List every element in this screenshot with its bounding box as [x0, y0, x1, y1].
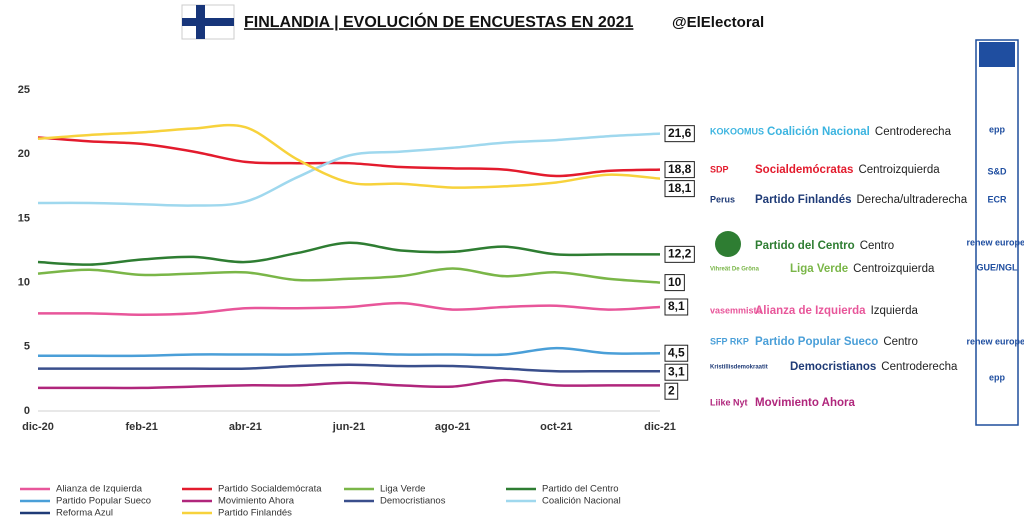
y-tick-label: 10 [18, 277, 30, 289]
end-label: 2 [668, 383, 675, 397]
end-label-box [664, 125, 695, 143]
eu-group: S&D [987, 166, 1007, 176]
party-logo: Liike Nyt [710, 397, 748, 407]
party-logo: Kristillisdemokraatit [710, 365, 768, 371]
end-label-box [664, 245, 695, 263]
end-label-box [664, 274, 685, 292]
eu-flag [979, 42, 1015, 67]
party-logo: KOKOOMUS [710, 126, 764, 136]
x-tick-label: oct-21 [540, 421, 572, 433]
party-ideology: Centroizquierda [853, 263, 935, 275]
series-line [37, 136, 661, 178]
x-tick-label: feb-21 [125, 421, 157, 433]
handle: @ElElectoral [672, 14, 764, 31]
series-line [37, 267, 661, 284]
party-ideology: Centroderecha [881, 361, 958, 373]
eu-group: GUE/NGL [976, 262, 1018, 272]
party-logo: Vihreät De Gröna [710, 267, 760, 273]
legend-label: Partido Popular Sueco [56, 496, 151, 507]
legend-label: Movimiento Ahora [218, 496, 295, 507]
y-tick-label: 25 [18, 84, 30, 96]
party-ideology: Izquierda [871, 305, 919, 317]
series-line [37, 123, 661, 189]
series-line [37, 241, 660, 266]
end-label: 8,1 [668, 299, 685, 313]
legend-label: Reforma Azul [56, 508, 113, 519]
party-name: Socialdemócratas [755, 164, 853, 176]
end-label: 10 [668, 275, 682, 289]
party-logo [715, 231, 741, 257]
series-line [37, 363, 660, 373]
legend-label: Democristianos [380, 496, 446, 507]
end-label: 3,1 [668, 364, 685, 378]
eu-group: renew europe. [966, 237, 1024, 247]
end-label-box [664, 298, 689, 316]
eu-panel [975, 39, 1019, 426]
party-logo: SDP [710, 164, 729, 174]
party-logo: vasemmisto [710, 305, 763, 315]
party-name: Partido Finlandés [755, 194, 852, 206]
party-logo: Perus [710, 194, 735, 204]
eu-group: renew europe. [966, 336, 1024, 346]
party-ideology: Centro [883, 336, 918, 348]
party-ideology: Centroderecha [875, 126, 952, 138]
end-label-box [664, 382, 679, 400]
series-line [37, 378, 660, 390]
party-name: Democristianos [790, 361, 876, 373]
party-ideology: Derecha/ultraderecha [857, 194, 968, 206]
end-label: 12,2 [668, 247, 692, 261]
end-label-box [664, 161, 695, 179]
party-name: Coalición Nacional [767, 126, 870, 138]
end-label: 18,1 [668, 181, 692, 195]
series-line [37, 132, 661, 207]
x-tick-label: jun-21 [332, 421, 365, 433]
end-label: 4,5 [668, 345, 685, 359]
party-name: Alianza de Izquierda [755, 305, 866, 317]
legend-label: Partido Socialdemócrata [218, 484, 322, 495]
x-tick-label: dic-21 [644, 421, 676, 433]
x-tick-label: ago-21 [435, 421, 470, 433]
party-logo: SFP RKP [710, 336, 749, 346]
end-label-box [664, 180, 695, 198]
legend-label: Coalición Nacional [542, 496, 621, 507]
eu-group: ECR [987, 194, 1007, 204]
legend-label: Alianza de Izquierda [56, 484, 143, 495]
x-tick-label: abr-21 [229, 421, 262, 433]
party-name: Partido del Centro [755, 240, 855, 252]
y-tick-label: 5 [24, 341, 30, 353]
eu-group: epp [989, 124, 1006, 134]
x-tick-label: dic-20 [22, 421, 54, 433]
legend-label: Partido Finlandés [218, 508, 292, 519]
title: FINLANDIA | EVOLUCIÓN DE ENCUESTAS EN 20… [244, 12, 634, 31]
party-ideology: Centro [860, 240, 895, 252]
end-label-box [664, 363, 689, 381]
eu-group: epp [989, 372, 1006, 382]
end-label-box [664, 344, 689, 362]
series-line [38, 346, 661, 358]
party-ideology: Centroizquierda [858, 164, 940, 176]
y-tick-label: 20 [18, 148, 30, 160]
end-label: 18,8 [668, 162, 692, 176]
party-name: Movimiento Ahora [755, 397, 855, 409]
legend-label: Partido del Centro [542, 484, 619, 495]
y-tick-label: 0 [24, 405, 30, 417]
series-line [37, 301, 661, 316]
party-name: Partido Popular Sueco [755, 336, 878, 348]
flag [181, 4, 235, 40]
end-label: 21,6 [668, 126, 692, 140]
legend-label: Liga Verde [380, 484, 425, 495]
party-name: Liga Verde [790, 263, 848, 275]
y-tick-label: 15 [18, 212, 30, 224]
